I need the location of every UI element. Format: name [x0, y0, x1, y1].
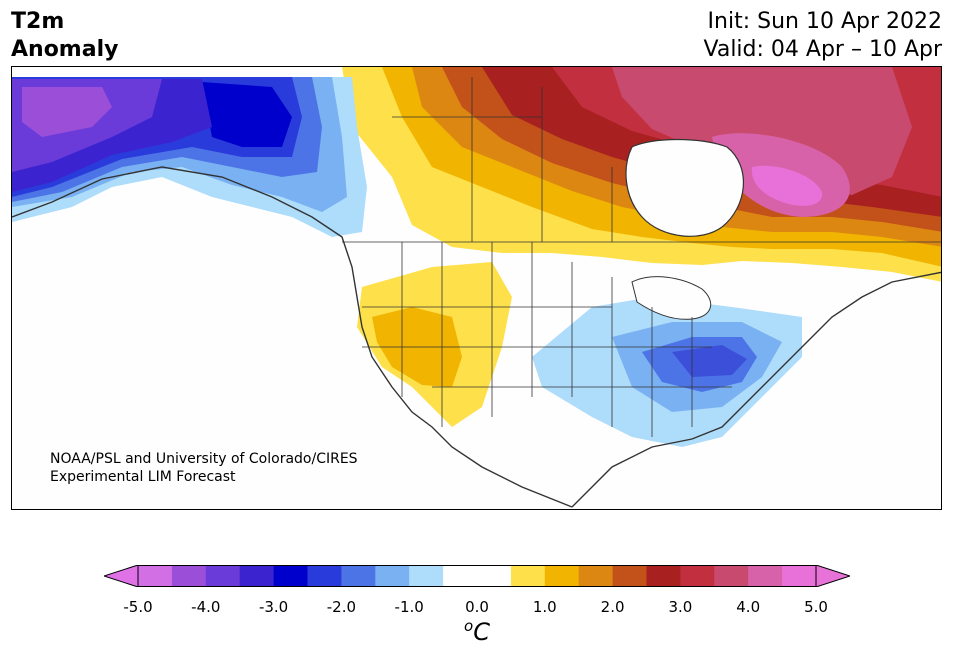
colorbar-bin — [782, 565, 817, 587]
colorbar — [104, 565, 850, 587]
title-line-1: T2m — [11, 9, 65, 34]
colorbar-bin — [748, 565, 783, 587]
colorbar-over-arrow — [815, 565, 850, 587]
colorbar-tick-label: -4.0 — [191, 598, 221, 616]
colorbar-tick-label: -3.0 — [258, 598, 289, 616]
coastline — [12, 166, 941, 508]
hudson-bay — [625, 138, 745, 237]
colorbar-bin — [646, 565, 681, 587]
init-date: Init: Sun 10 Apr 2022 — [707, 9, 942, 34]
valid-range: Valid: 04 Apr – 10 Apr — [703, 37, 943, 62]
credit-text: NOAA/PSL and University of Colorado/CIRE… — [50, 451, 358, 485]
colorbar-unit: oC — [464, 617, 490, 646]
map-panel: NOAA/PSL and University of Colorado/CIRE… — [11, 66, 942, 510]
colorbar-tick-label: 5.0 — [804, 598, 828, 616]
map-title: T2m Anomaly — [11, 8, 118, 64]
colorbar-bin — [138, 565, 173, 587]
credit-line-1: NOAA/PSL and University of Colorado/CIRE… — [50, 451, 358, 467]
colorbar-tick-label: -2.0 — [326, 598, 357, 616]
colorbar-bin — [375, 565, 410, 587]
title-line-2: Anomaly — [11, 37, 119, 62]
colorbar-bin — [510, 565, 546, 587]
colorbar-tick-label: 1.0 — [532, 598, 557, 616]
colorbar-bin — [205, 565, 241, 587]
colorbar-bin — [171, 565, 207, 587]
unit-symbol: C — [473, 618, 490, 646]
colorbar-bin — [612, 565, 647, 587]
colorbar-bin — [578, 565, 614, 587]
colorbar-tick-label: 3.0 — [668, 598, 693, 616]
credit-line-2: Experimental LIM Forecast — [50, 469, 236, 485]
colorbar-tick-label: 4.0 — [736, 598, 761, 616]
colorbar-bin — [239, 565, 275, 587]
anomaly-cold-alaska-violet — [22, 87, 112, 137]
colorbar-bin — [341, 565, 376, 587]
colorbar-bin — [307, 565, 342, 587]
colorbar-under-arrow — [104, 565, 139, 587]
colorbar-bin — [273, 565, 308, 587]
colorbar-tick-label: -1.0 — [394, 598, 424, 616]
colorbar-bin — [680, 565, 715, 587]
colorbar-outline — [137, 565, 817, 587]
anomaly-map: NOAA/PSL and University of Colorado/CIRE… — [12, 67, 941, 509]
colorbar-bin — [714, 565, 749, 587]
anomaly-cold-alaska-core — [202, 82, 292, 147]
colorbar-tick-label: -5.0 — [123, 598, 153, 616]
colorbar-tick-label: 0.0 — [465, 598, 489, 616]
anomaly-warm-quebec-core — [751, 165, 823, 206]
colorbar-bin — [409, 565, 444, 587]
anomaly-cold-east-core — [672, 345, 747, 377]
colorbar-tick-label: 2.0 — [600, 598, 625, 616]
forecast-dates: Init: Sun 10 Apr 2022 Valid: 04 Apr – 10… — [704, 8, 943, 64]
colorbar-bin — [443, 565, 478, 587]
colorbar-bin — [477, 565, 512, 587]
colorbar-bin — [544, 565, 580, 587]
unit-superscript: o — [464, 617, 474, 635]
political-borders — [342, 77, 941, 437]
